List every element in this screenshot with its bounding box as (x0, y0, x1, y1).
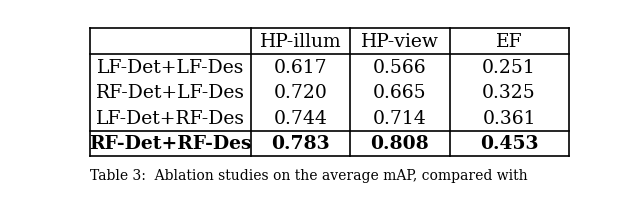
Text: 0.714: 0.714 (373, 109, 427, 127)
Text: 0.566: 0.566 (373, 58, 427, 76)
Text: 0.617: 0.617 (274, 58, 328, 76)
Text: RF-Det+RF-Des: RF-Det+RF-Des (89, 135, 252, 153)
Text: HP-view: HP-view (361, 33, 439, 51)
Text: 0.808: 0.808 (371, 135, 429, 153)
Text: HP-illum: HP-illum (260, 33, 342, 51)
Text: 0.453: 0.453 (480, 135, 538, 153)
Text: 0.325: 0.325 (482, 84, 536, 102)
Text: EF: EF (496, 33, 522, 51)
Text: Table 3:  Ablation studies on the average mAP, compared with: Table 3: Ablation studies on the average… (90, 168, 527, 182)
Text: 0.251: 0.251 (482, 58, 536, 76)
Text: LF-Det+LF-Des: LF-Det+LF-Des (97, 58, 244, 76)
Text: 0.720: 0.720 (274, 84, 328, 102)
Text: LF-Det+RF-Des: LF-Det+RF-Des (96, 109, 245, 127)
Text: 0.744: 0.744 (274, 109, 328, 127)
Text: 0.783: 0.783 (271, 135, 330, 153)
Text: 0.665: 0.665 (373, 84, 427, 102)
Text: 0.361: 0.361 (483, 109, 536, 127)
Text: RF-Det+LF-Des: RF-Det+LF-Des (96, 84, 245, 102)
